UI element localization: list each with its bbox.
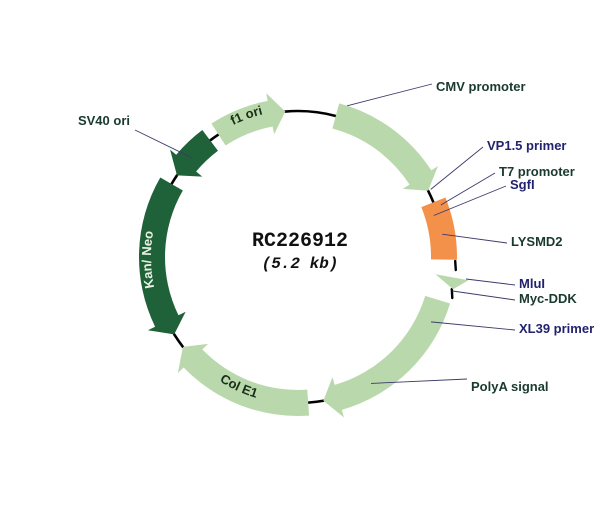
svg-text:PolyA signal: PolyA signal [471, 379, 549, 394]
svg-text:MluI: MluI [519, 276, 545, 291]
svg-text:CMV promoter: CMV promoter [436, 79, 526, 94]
svg-text:VP1.5 primer: VP1.5 primer [487, 138, 567, 153]
svg-text:Myc-DDK: Myc-DDK [519, 291, 577, 306]
svg-text:SV40 ori: SV40 ori [78, 113, 130, 128]
svg-text:LYSMD2: LYSMD2 [511, 234, 563, 249]
svg-text:XL39 primer: XL39 primer [519, 321, 594, 336]
svg-text:SgfI: SgfI [510, 177, 535, 192]
